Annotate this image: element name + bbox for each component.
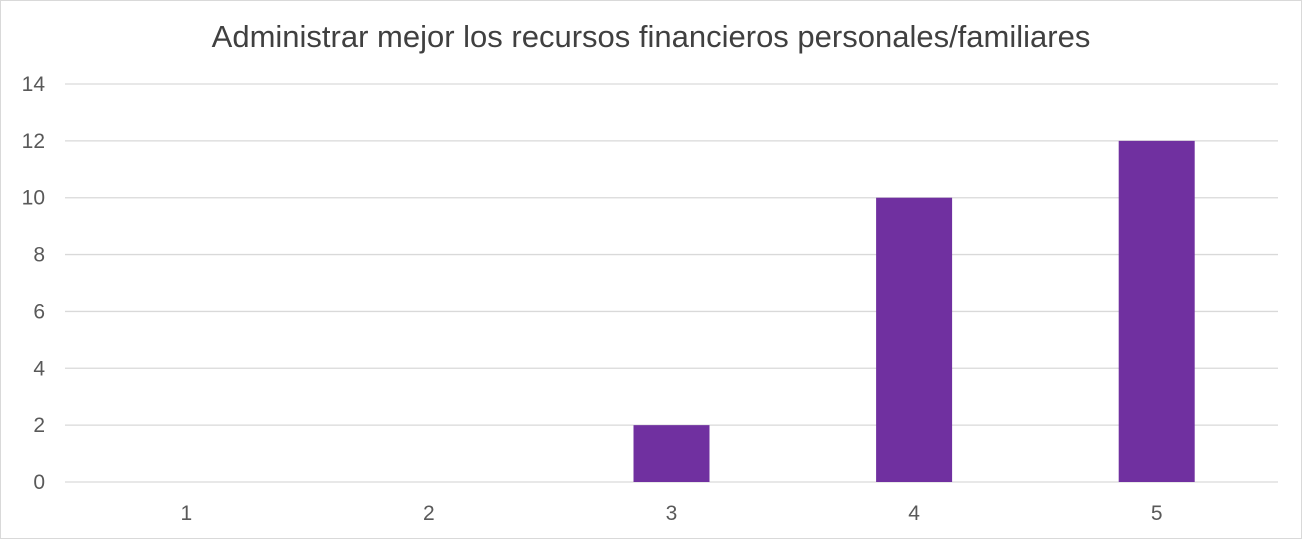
- x-tick-label: 3: [666, 502, 678, 525]
- y-tick-label: 2: [33, 414, 45, 437]
- y-tick-label: 12: [22, 130, 45, 153]
- y-tick-label: 6: [33, 300, 45, 323]
- y-tick-label: 14: [22, 73, 46, 96]
- y-tick-label: 4: [33, 357, 45, 380]
- x-tick-label: 4: [908, 502, 920, 525]
- chart-title: Administrar mejor los recursos financier…: [211, 19, 1091, 54]
- x-tick-label: 5: [1151, 502, 1163, 525]
- y-tick-label: 8: [33, 244, 45, 267]
- bar-4: [876, 197, 953, 482]
- y-tick-label: 10: [22, 187, 45, 210]
- y-tick-label: 0: [33, 471, 45, 494]
- x-tick-label: 2: [423, 502, 435, 525]
- bar-5: [1118, 140, 1195, 482]
- bar-3: [633, 425, 710, 482]
- x-tick-label: 1: [180, 502, 192, 525]
